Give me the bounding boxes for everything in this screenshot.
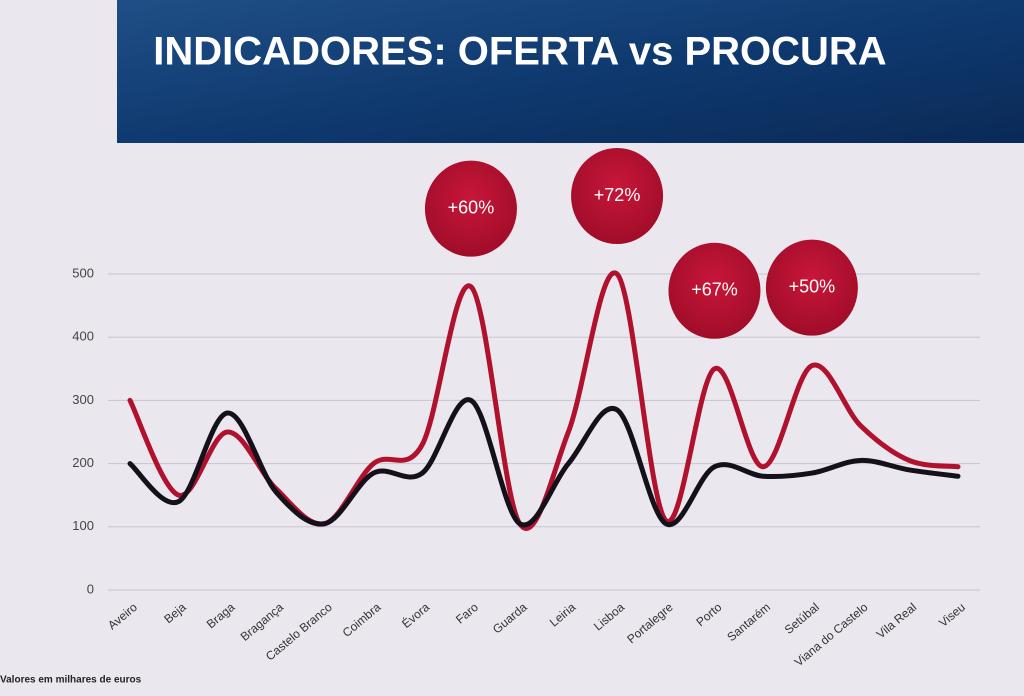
y-tick-label: 100 [72,518,94,533]
annotation-bubble [765,239,858,336]
y-tick-label: 300 [72,392,94,407]
y-tick-label: 0 [87,581,94,596]
y-tick-label: 200 [72,455,94,470]
annotation-bubble [571,148,664,244]
chart-title: INDICADORES: OFERTA vs PROCURA [153,30,886,74]
annotation-label: +72% [594,185,641,205]
annotation-label: +67% [691,280,738,300]
annotation-label: +50% [789,276,836,296]
y-tick-label: 500 [72,265,94,280]
annotation-bubble [424,160,517,257]
title-banner [117,0,1024,143]
footnote: Valores em milhares de euros [0,675,142,686]
annotation-label: +60% [448,197,495,217]
annotation-bubble [668,242,761,339]
y-tick-label: 400 [72,329,94,344]
line-series [127,397,961,528]
